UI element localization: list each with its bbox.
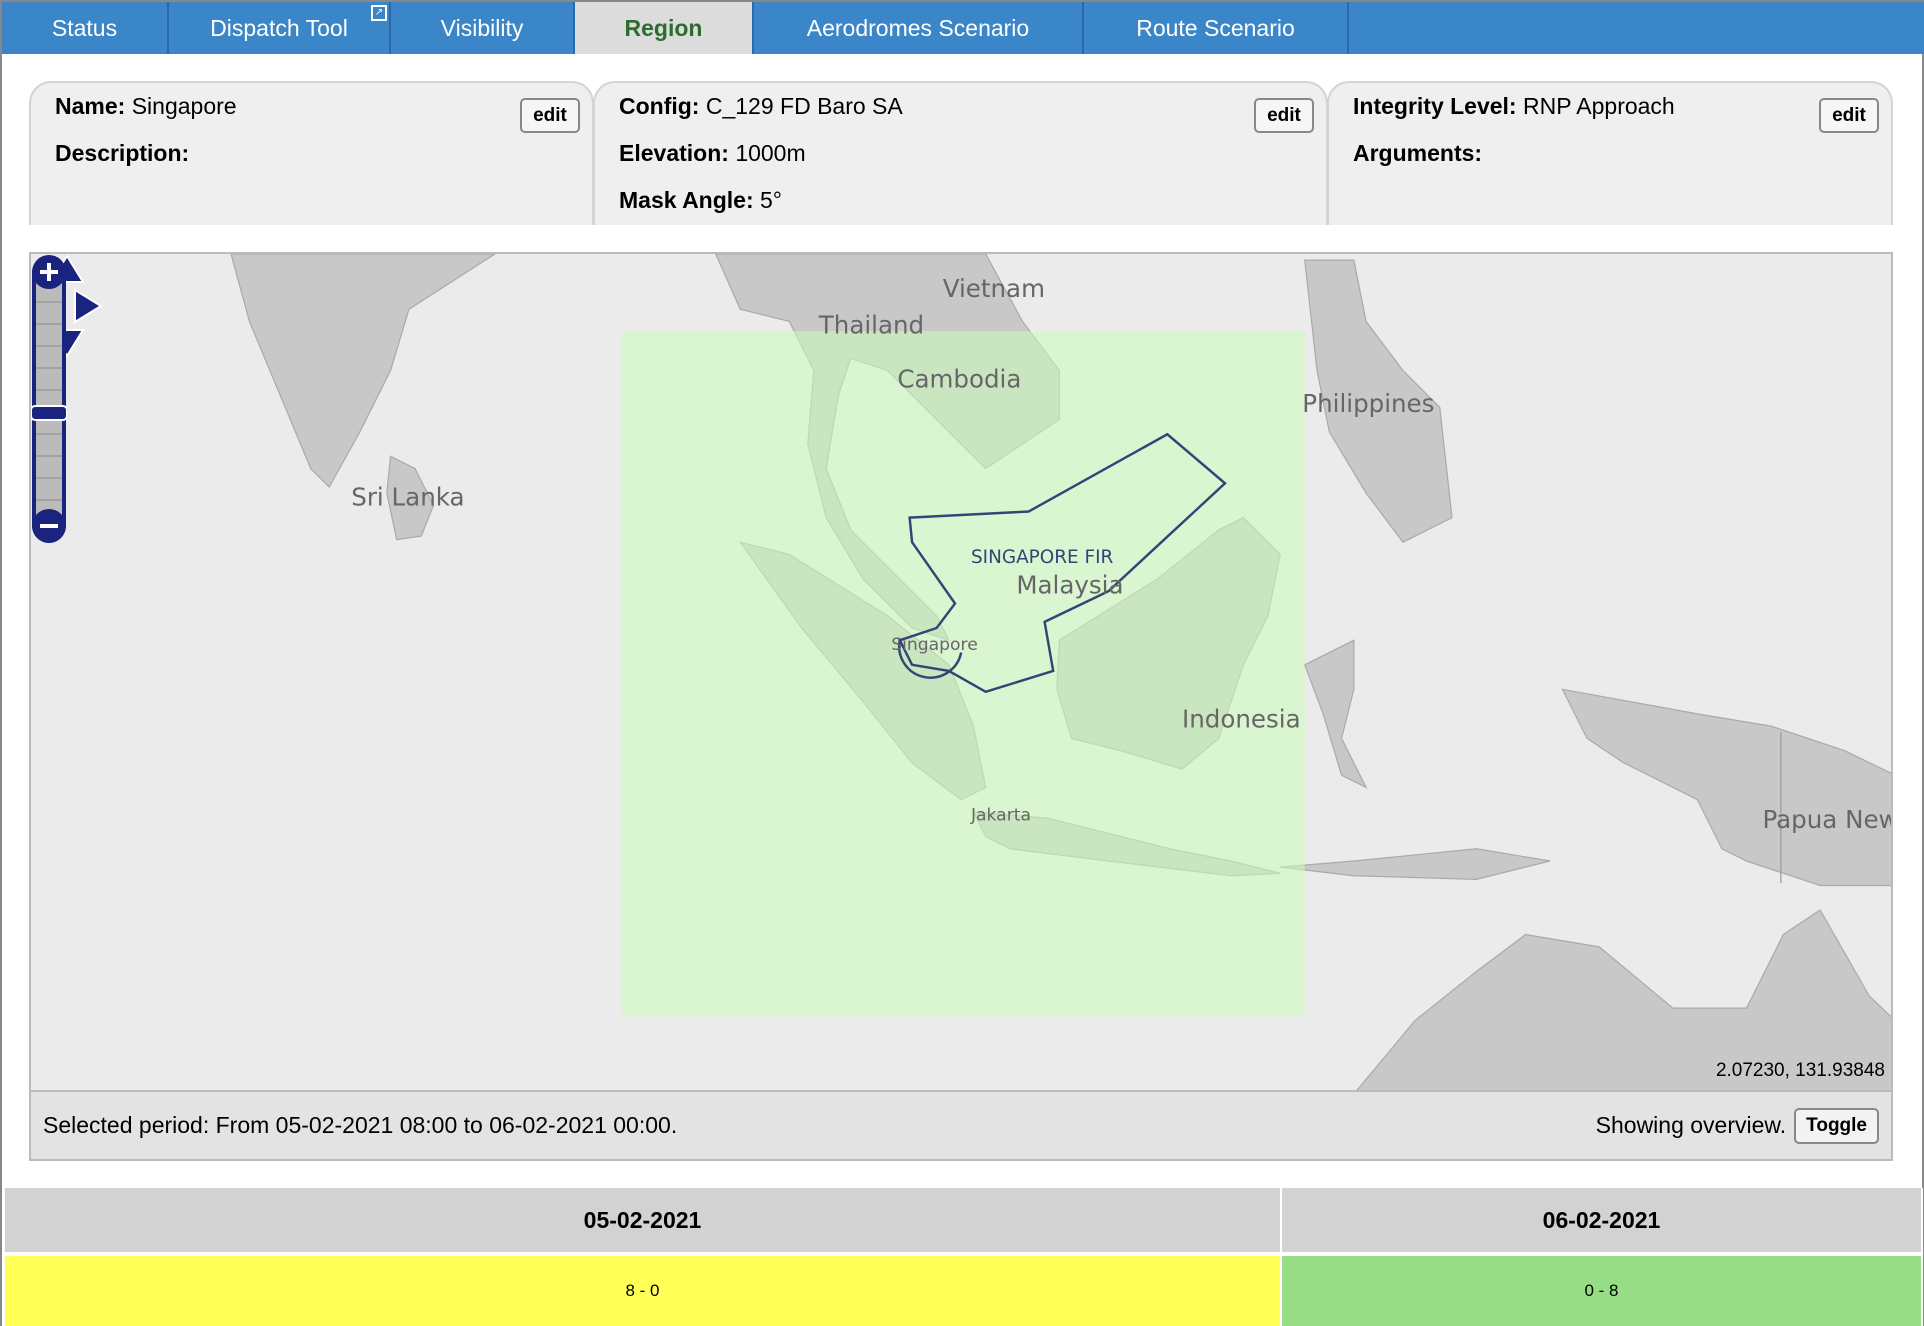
tab-region[interactable]: Region (575, 2, 754, 54)
mouse-coordinates: 2.07230, 131.93848 (1715, 1060, 1885, 1081)
config-value: C_129 FD Baro SA (705, 93, 903, 119)
edit-region-button[interactable]: edit (520, 98, 580, 133)
status-bar: Selected period: From 05-02-2021 08:00 t… (29, 1092, 1893, 1161)
label-philippines: Philippines (1302, 389, 1434, 418)
timeline-table: 05-02-2021 06-02-2021 8 - 0 0 - 8 (5, 1188, 1923, 1326)
timeline-cell[interactable]: 0 - 8 (1281, 1252, 1923, 1326)
config-panel: Config: C_129 FD Baro SA Elevation: 1000… (593, 81, 1328, 225)
elevation-label: Elevation: (619, 140, 729, 166)
zoom-control[interactable] (31, 254, 67, 544)
integrity-panel: Integrity Level: RNP Approach Arguments:… (1327, 81, 1893, 225)
region-name: Singapore (131, 93, 237, 119)
integrity-level-value: RNP Approach (1523, 93, 1675, 119)
region-panel: Name: Singapore Description: edit (29, 81, 594, 225)
toggle-button[interactable]: Toggle (1794, 1107, 1879, 1144)
tab-label: Dispatch Tool (210, 14, 348, 41)
elevation-value: 1000m (735, 140, 806, 166)
name-label: Name: (55, 93, 126, 119)
map-view[interactable]: Vietnam Thailand Cambodia Philippines Sr… (29, 252, 1893, 1092)
land-sri-lanka (386, 455, 435, 541)
tab-route-scenario[interactable]: Route Scenario (1084, 2, 1349, 54)
edit-integrity-button[interactable]: edit (1819, 98, 1879, 133)
integrity-level-label: Integrity Level: (1353, 93, 1517, 119)
tab-bar: Status Dispatch Tool ↗ Visibility Region … (2, 0, 1924, 54)
config-label: Config: (619, 93, 700, 119)
tab-dispatch-tool[interactable]: Dispatch Tool ↗ (169, 2, 391, 54)
tab-visibility[interactable]: Visibility (391, 2, 575, 54)
tab-aerodromes-scenario[interactable]: Aerodromes Scenario (754, 2, 1084, 54)
selected-period: Selected period: From 05-02-2021 08:00 t… (43, 1112, 678, 1138)
label-thailand: Thailand (818, 311, 924, 340)
description-label: Description: (55, 140, 190, 166)
label-fir: SINGAPORE FIR (971, 547, 1114, 568)
mask-angle-label: Mask Angle: (619, 187, 754, 213)
external-link-icon: ↗ (371, 5, 387, 21)
singapore-circle (898, 640, 963, 679)
date-header[interactable]: 05-02-2021 (5, 1188, 1282, 1254)
label-vietnam: Vietnam (943, 274, 1045, 303)
mask-angle-value: 5° (760, 187, 783, 213)
land-australia (1356, 909, 1891, 1090)
land-sulawesi (1303, 639, 1368, 789)
edit-config-button[interactable]: edit (1254, 98, 1314, 133)
zoom-out-icon (32, 509, 66, 543)
land-india (230, 254, 496, 489)
land-nusa-tenggara (1280, 848, 1551, 881)
label-jakarta: Jakarta (970, 806, 1031, 826)
label-cambodia: Cambodia (897, 365, 1021, 394)
land-new-guinea (1561, 688, 1891, 887)
label-indonesia: Indonesia (1182, 704, 1301, 733)
label-sri-lanka: Sri Lanka (351, 482, 464, 511)
coverage-area (621, 331, 1305, 1016)
map-canvas: Vietnam Thailand Cambodia Philippines Sr… (230, 254, 1893, 1090)
label-papua: Papua New (1762, 805, 1893, 834)
label-malaysia: Malaysia (1016, 571, 1123, 600)
label-singapore: Singapore (891, 635, 978, 655)
zoom-slider-handle (31, 405, 67, 421)
arguments-label: Arguments: (1353, 140, 1483, 166)
date-header[interactable]: 06-02-2021 (1281, 1188, 1923, 1254)
timeline-cell[interactable]: 8 - 0 (5, 1252, 1282, 1326)
land-philippines (1304, 259, 1453, 543)
zoom-in-icon (32, 255, 66, 289)
pan-right-icon (74, 288, 103, 324)
tab-status[interactable]: Status (2, 2, 169, 54)
overview-status: Showing overview. (1595, 1112, 1787, 1138)
fir-boundary (898, 432, 1227, 694)
